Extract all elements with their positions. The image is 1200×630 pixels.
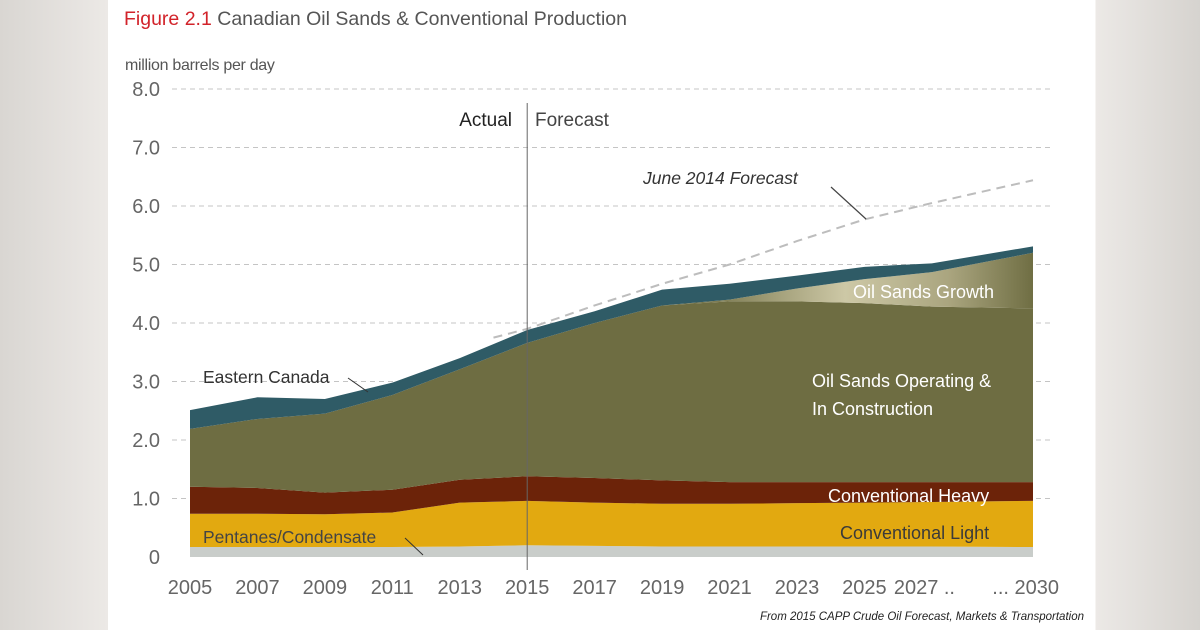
area-series — [190, 246, 1033, 557]
june-2014-forecast-line — [493, 179, 1034, 339]
oil-sands-operating-label-2: In Construction — [812, 399, 933, 419]
area-oil-sands-operating-in-construction — [190, 301, 1033, 493]
y-tick-label: 3.0 — [132, 372, 160, 394]
eastern-canada-label: Eastern Canada — [203, 367, 330, 387]
chart-title: Figure 2.1 Canadian Oil Sands & Conventi… — [124, 8, 627, 31]
area-oil-sands-growth — [190, 252, 1033, 429]
y-tick-label: 7.0 — [132, 138, 160, 160]
x-tick-label: 2023 — [775, 577, 820, 599]
y-tick-label: 2.0 — [132, 430, 160, 452]
reference-line — [493, 179, 1034, 339]
area-conventional-heavy — [190, 476, 1033, 515]
y-tick-label: 8.0 — [132, 79, 160, 101]
oil-sands-operating-label-1: Oil Sands Operating & — [812, 371, 991, 391]
x-tick-label: 2019 — [640, 577, 685, 599]
x-tick-label: 2025 — [842, 577, 887, 599]
source-note: From 2015 CAPP Crude Oil Forecast, Marke… — [759, 611, 1084, 623]
y-tick-label: 0 — [149, 547, 160, 569]
conventional-heavy-label: Conventional Heavy — [828, 486, 989, 506]
x-tick-label: 2017 — [572, 577, 617, 599]
x-tick-label: 2021 — [707, 577, 752, 599]
x-tick-label: 2027 .. — [894, 577, 955, 599]
area-conventional-light — [190, 500, 1033, 548]
conventional-light-label: Conventional Light — [840, 523, 989, 543]
y-tick-label: 6.0 — [132, 196, 160, 218]
x-tick-label: 2015 — [505, 577, 550, 599]
pentanes-label: Pentanes/Condensate — [203, 527, 376, 547]
june-forecast-label: June 2014 Forecast — [642, 168, 799, 188]
actual-label: Actual — [459, 110, 512, 131]
eastern-canada-leader — [347, 377, 369, 393]
area-pentanes-condensate — [190, 545, 1033, 557]
y-tick-label: 1.0 — [132, 489, 160, 511]
pentanes-leader — [404, 537, 424, 556]
x-tick-label: 2009 — [303, 577, 348, 599]
area-eastern-canada — [190, 246, 1033, 429]
y-axis-label: million barrels per day — [125, 57, 275, 74]
x-tick-label: 2005 — [168, 577, 213, 599]
x-tick-label: ... 2030 — [992, 577, 1059, 599]
figure-number: Figure 2.1 — [124, 8, 212, 30]
june-forecast-leader — [830, 186, 867, 220]
x-tick-label: 2011 — [371, 577, 414, 599]
title-text: Canadian Oil Sands & Conventional Produc… — [217, 8, 627, 30]
y-tick-label: 5.0 — [132, 255, 160, 277]
forecast-label: Forecast — [535, 110, 610, 131]
x-tick-label: 2007 — [235, 577, 280, 599]
oil-sands-growth-label: Oil Sands Growth — [853, 282, 994, 302]
x-tick-label: 2013 — [438, 577, 483, 599]
y-tick-label: 4.0 — [132, 313, 160, 335]
axes: 0 1.0 2.0 3.0 4.0 5.0 6.0 7.0 8.0 2005 2007 2009 201… — [132, 79, 1059, 599]
